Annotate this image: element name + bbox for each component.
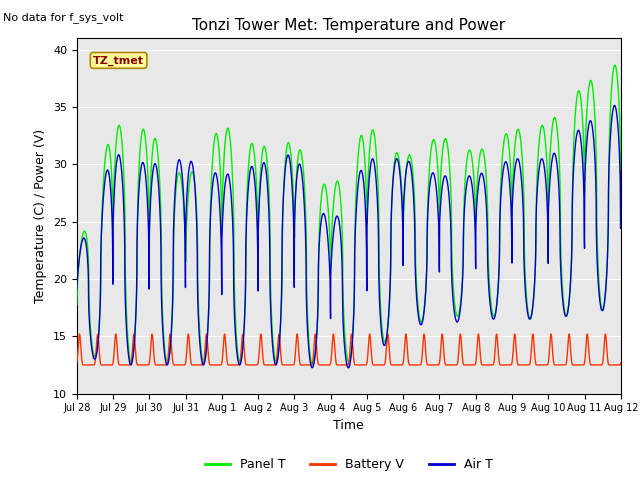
Air T (344, 365, 352, 371)
Panel T (308, 362, 316, 368)
Panel T (548, 130, 556, 135)
Panel T (282, 157, 289, 163)
Y-axis label: Temperature (C) / Power (V): Temperature (C) / Power (V) (35, 129, 47, 303)
Panel T (607, 110, 614, 116)
Air T (611, 103, 618, 108)
Battery V (607, 362, 614, 368)
Line: Air T: Air T (77, 106, 621, 368)
Panel T (73, 302, 81, 308)
Line: Panel T: Panel T (77, 65, 621, 365)
Air T (607, 136, 614, 142)
Battery V (168, 344, 175, 349)
Title: Tonzi Tower Met: Temperature and Power: Tonzi Tower Met: Temperature and Power (192, 18, 506, 33)
Air T (135, 189, 143, 194)
X-axis label: Time: Time (333, 419, 364, 432)
Panel T (135, 168, 143, 174)
Battery V (76, 331, 83, 337)
Air T (73, 287, 81, 292)
Battery V (282, 362, 290, 368)
Text: TZ_tmet: TZ_tmet (93, 55, 144, 66)
Battery V (548, 338, 556, 344)
Battery V (617, 360, 625, 366)
Panel T (305, 339, 313, 345)
Panel T (167, 335, 175, 341)
Battery V (135, 362, 143, 368)
Air T (305, 348, 313, 354)
Air T (617, 169, 625, 175)
Air T (167, 332, 175, 338)
Line: Battery V: Battery V (77, 334, 621, 365)
Text: No data for f_sys_volt: No data for f_sys_volt (3, 12, 124, 23)
Panel T (611, 62, 619, 68)
Legend: Panel T, Battery V, Air T: Panel T, Battery V, Air T (200, 453, 498, 476)
Air T (282, 165, 289, 170)
Air T (548, 159, 556, 165)
Battery V (80, 362, 88, 368)
Battery V (305, 362, 313, 368)
Panel T (617, 181, 625, 187)
Battery V (73, 360, 81, 366)
